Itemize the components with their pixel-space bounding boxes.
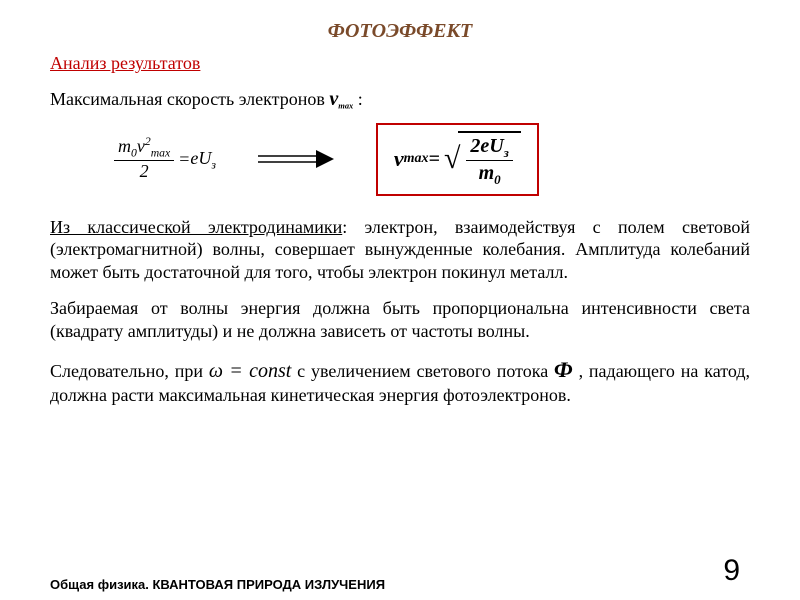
boxed-lhs-v: v — [394, 146, 404, 172]
equals-sign: = — [178, 149, 190, 170]
para3-b: с увеличением светового потока — [291, 361, 554, 381]
section-subtitle: Анализ результатов — [50, 53, 750, 74]
intro-suffix: : — [353, 89, 363, 109]
slide-container: ФОТОЭФФЕКТ Анализ результатов Максимальн… — [0, 0, 800, 600]
sqrt-fraction: 2eUз m0 — [466, 135, 512, 188]
slide-title: ФОТОЭФФЕКТ — [50, 20, 750, 43]
paragraph-3: Следовательно, при ω = const с увеличени… — [50, 356, 750, 407]
equation-row: m0v2max 2 = eUз vmax = √ 2eUз m0 — [110, 123, 750, 196]
arrow-icon — [256, 147, 336, 171]
denominator: 2 — [136, 161, 153, 183]
boxed-equals: = — [429, 148, 440, 171]
paragraph-1: Из классической электродинамики: электро… — [50, 216, 750, 284]
rhs: eUз — [190, 148, 216, 172]
equation-left: m0v2max 2 = eUз — [110, 136, 216, 183]
numerator: m0v2max — [114, 136, 174, 161]
intro-text: Максимальная скорость электронов — [50, 89, 329, 109]
footer-text: Общая физика. КВАНТОВАЯ ПРИРОДА ИЗЛУЧЕНИ… — [50, 577, 385, 592]
para1-lead: Из классической электродинамики — [50, 217, 342, 237]
omega-expression: ω = const — [209, 360, 292, 382]
phi-symbol: Ф — [554, 357, 573, 382]
sqrt-body: 2eUз m0 — [458, 131, 520, 188]
sqrt-expression: √ 2eUз m0 — [444, 131, 521, 188]
sqrt-den: m0 — [475, 161, 505, 188]
boxed-equation: vmax = √ 2eUз m0 — [376, 123, 539, 196]
vmax-symbol: v — [329, 88, 338, 110]
page-number: 9 — [723, 554, 740, 588]
sqrt-num: 2eUз — [466, 135, 512, 161]
boxed-lhs-sub: max — [404, 151, 429, 167]
paragraph-2: Забираемая от волны энергия должна быть … — [50, 297, 750, 342]
fraction-left: m0v2max 2 — [114, 136, 174, 183]
intro-line: Максимальная скорость электронов vmax : — [50, 88, 750, 111]
vmax-subscript: max — [338, 93, 353, 108]
para3-a: Следовательно, при — [50, 361, 209, 381]
